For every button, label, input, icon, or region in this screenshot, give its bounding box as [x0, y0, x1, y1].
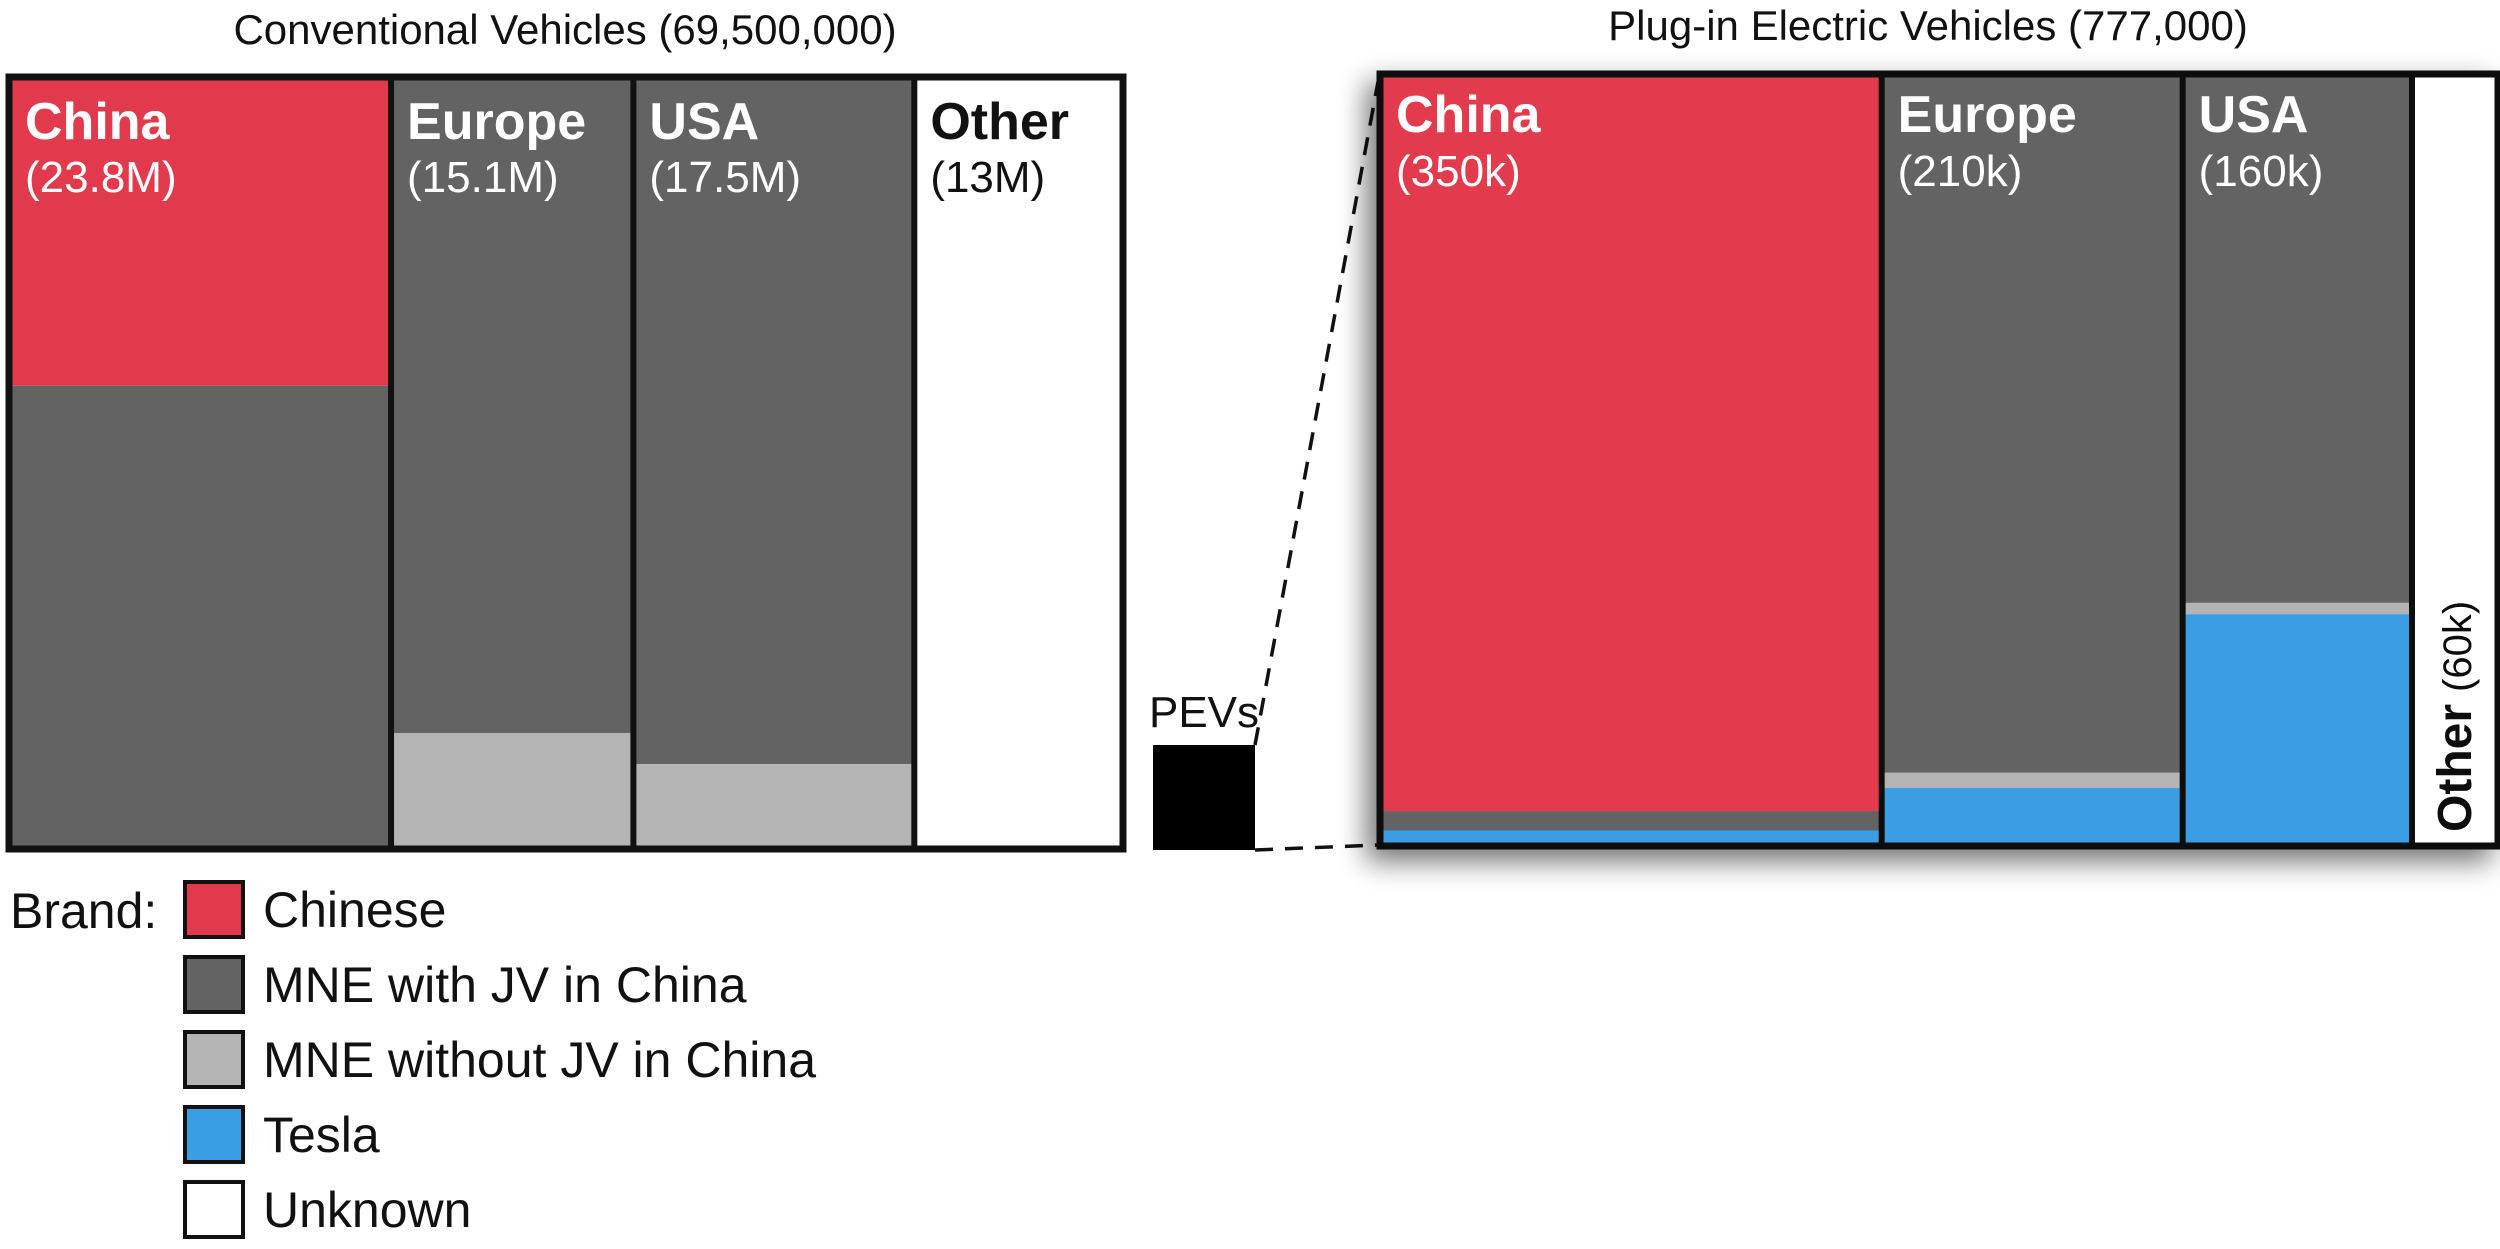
conventional-vehicles-mekko: China(23.8M) Europe(15.1M) USA(17.5M) Other…: [5, 73, 1127, 853]
pev-china-segment-tesla: [1380, 830, 1882, 846]
conventional-other-segment-unknown: [914, 77, 1123, 849]
conventional-china-name: China: [25, 93, 171, 151]
pev-europe-name: Europe: [1898, 86, 2077, 144]
conventional-europe-name: Europe: [407, 93, 586, 151]
legend-label-unknown: Unknown: [263, 1182, 471, 1238]
zoom-line-top: [1253, 81, 1380, 746]
legend-swatch-mne-no-jv: [183, 1030, 245, 1089]
legend: Brand: Chinese MNE with JV in China MNE wi…: [10, 880, 816, 1239]
pev-europe-segment-mne-no-jv: [1881, 772, 2183, 789]
pev-usa-segment-mne-jv: [2182, 74, 2412, 603]
legend-label-chinese: Chinese: [263, 882, 446, 938]
conventional-usa-name: USA: [649, 93, 759, 151]
legend-label-mne-jv: MNE with JV in China: [263, 957, 747, 1013]
pev-chart-title: Plug-in Electric Vehicles (777,000): [1608, 2, 2248, 49]
pev-mekko: China(350k) Europe(210k) USA(160k) Other (60…: [1376, 70, 2500, 850]
pev-china-segment-mne-jv: [1380, 811, 1882, 831]
pev-other-value: (60k): [2436, 601, 2480, 692]
conventional-usa-value: (17.5M): [649, 153, 801, 202]
conventional-china-value: (23.8M): [25, 153, 177, 202]
pev-europe-value: (210k): [1898, 147, 2023, 196]
pev-china-name: China: [1396, 86, 1542, 144]
pev-china-value: (350k): [1396, 147, 1521, 196]
pev-usa-segment-mne-no-jv: [2182, 602, 2412, 615]
zoom-line-bottom: [1254, 843, 1379, 852]
legend-heading: Brand:: [10, 883, 157, 939]
conventional-frame: [5, 73, 1127, 853]
legend-swatch-tesla: [183, 1105, 245, 1164]
conventional-usa-segment-mne-no-jv: [633, 764, 915, 849]
legend-label-tesla: Tesla: [263, 1107, 380, 1163]
pev-china-segment-chinese: [1380, 74, 1882, 812]
conventional-usa-segment-mne-jv: [633, 77, 915, 765]
conventional-chart-title: Conventional Vehicles (69,500,000): [233, 6, 896, 53]
legend-swatch-chinese: [183, 880, 245, 939]
legend-swatch-unknown: [183, 1180, 245, 1239]
conventional-china-segment-chinese: [9, 77, 392, 386]
pev-usa-name: USA: [2199, 86, 2309, 144]
pev-marker-square: [1153, 745, 1255, 850]
pev-zoom-connector: PEVs: [1149, 81, 1380, 852]
pev-marker-label: PEVs: [1149, 688, 1259, 737]
pev-other-segment-unknown: [2412, 74, 2498, 846]
pev-other-label: Other (60k): [2429, 601, 2482, 832]
conventional-other-name: Other: [930, 93, 1069, 151]
conventional-europe-segment-mne-jv: [391, 77, 634, 734]
legend-swatch-mne-jv: [183, 955, 245, 1014]
pev-usa-value: (160k): [2199, 147, 2324, 196]
pev-usa-segment-tesla: [2182, 614, 2412, 846]
conventional-other-value: (13M): [930, 153, 1045, 202]
pev-other-name: Other: [2429, 704, 2482, 832]
pev-europe-segment-tesla: [1881, 788, 2183, 846]
pev-europe-segment-mne-jv: [1881, 74, 2183, 773]
conventional-europe-segment-mne-no-jv: [391, 733, 634, 849]
conventional-china-segment-mne-jv: [9, 385, 392, 849]
pev-frame: [1376, 70, 2500, 850]
legend-label-mne-no-jv: MNE without JV in China: [263, 1032, 816, 1088]
conventional-europe-value: (15.1M): [407, 153, 559, 202]
